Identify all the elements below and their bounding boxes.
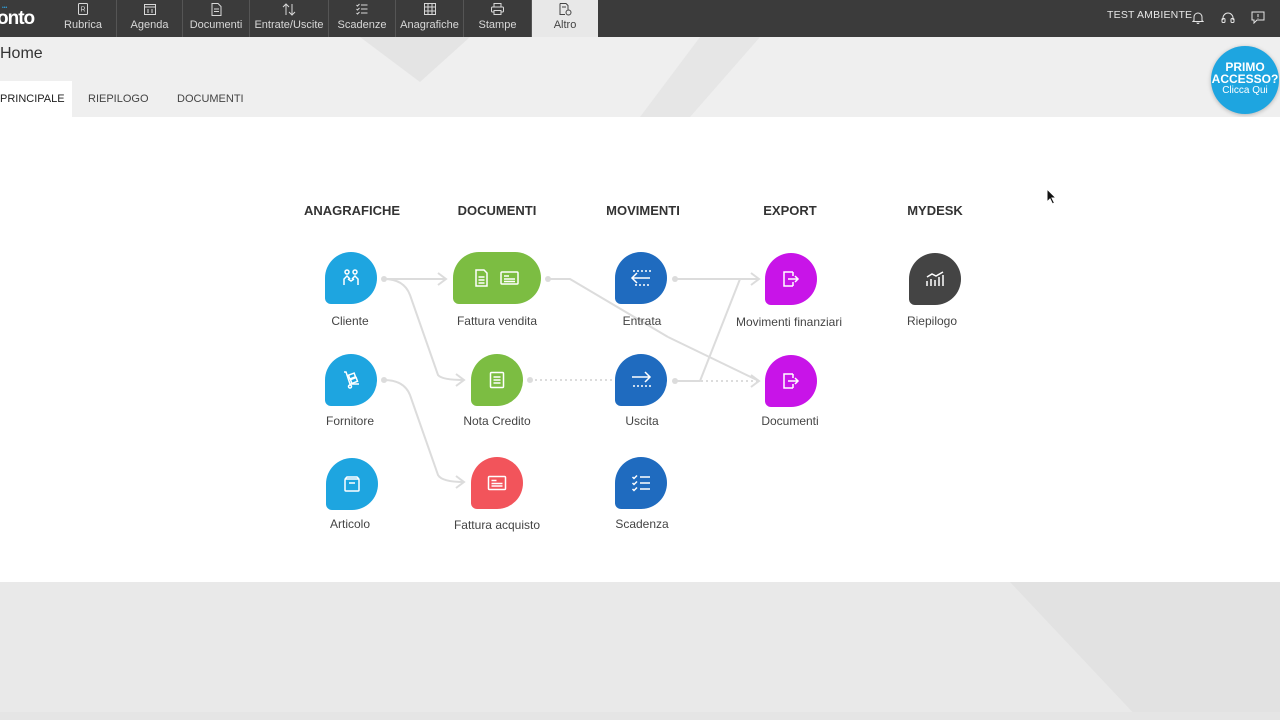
scadenza-label: Scadenza <box>615 517 669 531</box>
fattura-vendita-label: Fattura vendita <box>456 314 538 328</box>
grid-icon <box>396 2 463 16</box>
box-icon <box>344 476 360 492</box>
movimenti-finanziari-node[interactable] <box>765 253 817 305</box>
nota-credito-label: Nota Credito <box>463 414 531 428</box>
incoming-arrow-icon <box>630 270 651 286</box>
app-logo[interactable]: ••• onto <box>0 6 35 29</box>
nav-scadenze[interactable]: Scadenze <box>329 0 396 37</box>
page-title: Home <box>0 45 43 62</box>
movimenti-finanziari-label: Movimenti finanziari <box>735 315 843 329</box>
column-anagrafiche: ANAGRAFICHE <box>303 203 401 218</box>
people-handshake-icon <box>343 269 359 285</box>
svg-text:R: R <box>80 7 85 14</box>
page-header: Home PRINCIPALE RIEPILOGO DOCUMENTI <box>0 37 1280 117</box>
nav-entrate-uscite[interactable]: Entrate/Uscite <box>250 0 329 37</box>
cliente-label: Cliente <box>331 314 369 328</box>
column-documenti: DOCUMENTI <box>457 203 537 218</box>
column-movimenti: MOVIMENTI <box>606 203 680 218</box>
environment-label: TEST AMBIENTE <box>1107 9 1193 21</box>
primo-accesso-button[interactable]: PRIMO ACCESSO? Clicca Qui <box>1211 46 1279 114</box>
tab-riepilogo[interactable]: RIEPILOGO <box>88 93 149 105</box>
fattura-acquisto-label: Fattura acquisto <box>453 518 541 532</box>
outgoing-arrow-icon <box>632 371 652 387</box>
riepilogo-label: Riepilogo <box>906 314 958 328</box>
mouse-cursor-icon <box>1046 188 1058 205</box>
background-decoration <box>360 37 760 117</box>
column-export: EXPORT <box>763 203 817 218</box>
credit-note-icon <box>489 371 505 389</box>
fornitore-node[interactable] <box>325 354 377 406</box>
documenti-export-node[interactable] <box>765 355 817 407</box>
export-icon <box>783 271 800 287</box>
documenti-export-label: Documenti <box>761 414 819 428</box>
headset-icon[interactable] <box>1220 9 1236 25</box>
scadenza-node[interactable] <box>615 457 667 509</box>
feedback-icon[interactable] <box>1250 9 1266 25</box>
printer-icon <box>464 2 531 16</box>
nav-stampe[interactable]: Stampe <box>464 0 532 37</box>
entrata-label: Entrata <box>622 314 662 328</box>
tab-principale[interactable]: PRINCIPALE <box>0 81 72 117</box>
cliente-node[interactable] <box>325 252 377 304</box>
nav-anagrafiche[interactable]: Anagrafiche <box>396 0 464 37</box>
calendar-icon <box>117 2 182 16</box>
nav-altro[interactable]: Altro <box>532 0 598 37</box>
checklist-icon <box>631 474 650 492</box>
flow-connectors <box>381 272 761 489</box>
articolo-label: Articolo <box>329 517 370 531</box>
entrata-node[interactable] <box>615 252 667 304</box>
uscita-label: Uscita <box>625 414 659 428</box>
workflow-panel: ANAGRAFICHE DOCUMENTI MOVIMENTI EXPORT M… <box>0 117 1280 582</box>
bar-chart-icon <box>926 271 944 286</box>
document-settings-icon <box>532 2 598 16</box>
riepilogo-node[interactable] <box>909 253 961 305</box>
top-navigation-bar: ••• onto R Rubrica Agenda Documenti Entr… <box>0 0 1280 37</box>
export-icon <box>783 373 800 389</box>
fattura-acquisto-node[interactable] <box>471 457 523 509</box>
footer-background <box>0 582 1280 720</box>
nav-documenti[interactable]: Documenti <box>183 0 250 37</box>
tab-documenti[interactable]: DOCUMENTI <box>177 93 244 105</box>
invoice-icon <box>475 269 519 287</box>
uscita-node[interactable] <box>615 354 667 406</box>
arrows-up-down-icon <box>250 2 328 16</box>
nav-rubrica[interactable]: R Rubrica <box>50 0 117 37</box>
nota-credito-node[interactable] <box>471 354 523 406</box>
hand-truck-icon <box>344 371 359 389</box>
contact-book-icon: R <box>50 2 116 16</box>
nav-agenda[interactable]: Agenda <box>117 0 183 37</box>
articolo-node[interactable] <box>326 458 378 510</box>
checklist-icon <box>329 2 395 16</box>
fattura-vendita-node[interactable] <box>453 252 541 304</box>
fornitore-label: Fornitore <box>325 414 375 428</box>
bell-icon[interactable] <box>1190 9 1206 25</box>
column-mydesk: MYDESK <box>907 203 963 218</box>
purchase-invoice-icon <box>487 475 507 491</box>
document-icon <box>183 2 249 16</box>
